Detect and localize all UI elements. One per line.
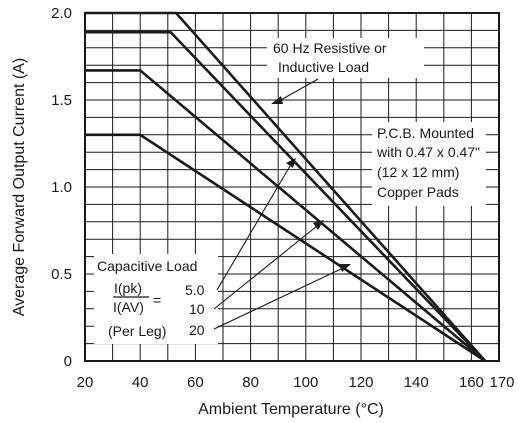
pcb-label-line3: (12 x 12 mm) bbox=[377, 164, 459, 180]
y-tick-label: 0.5 bbox=[51, 266, 72, 283]
y-axis-title: Average Forward Output Current (A) bbox=[11, 58, 28, 316]
resistive-label-line2: Inductive Load bbox=[278, 59, 369, 75]
x-tick-label: 60 bbox=[187, 374, 204, 391]
x-tick-label: 100 bbox=[293, 374, 318, 391]
per-leg-label: (Per Leg) bbox=[108, 323, 166, 339]
resistive-label-box bbox=[267, 38, 424, 78]
leader-5 bbox=[216, 165, 291, 291]
x-tick-label: 40 bbox=[132, 374, 149, 391]
x-tick-label: 170 bbox=[489, 374, 514, 391]
x-tick-label: 20 bbox=[77, 374, 94, 391]
leader-10 bbox=[213, 225, 318, 310]
leader-20 bbox=[213, 267, 344, 330]
plot-frame bbox=[84, 12, 500, 362]
y-tick-label: 0 bbox=[64, 353, 72, 370]
series-line-3 bbox=[85, 69, 487, 362]
pcb-label-line1: P.C.B. Mounted bbox=[377, 125, 474, 141]
x-tick-label: 160 bbox=[459, 374, 484, 391]
resistive-leader bbox=[278, 78, 319, 102]
ratio-denominator: I(AV) bbox=[113, 299, 144, 315]
pcb-label-line2: with 0.47 x 0.47" bbox=[376, 144, 480, 160]
ratio-value-20: 20 bbox=[189, 322, 205, 338]
pcb-label-box bbox=[372, 122, 486, 206]
series-line-4 bbox=[85, 133, 486, 363]
x-tick-label: 140 bbox=[404, 374, 429, 391]
y-tick-label: 2.0 bbox=[51, 5, 72, 22]
x-axis-title: Ambient Temperature (°C) bbox=[198, 401, 384, 418]
capacitive-label-title: Capacitive Load bbox=[97, 258, 197, 274]
arrowhead-10 bbox=[313, 220, 324, 230]
y-tick-label: 1.0 bbox=[51, 179, 72, 196]
series-line-2 bbox=[85, 30, 487, 362]
arrowhead-20 bbox=[339, 264, 351, 272]
x-tick-label: 80 bbox=[242, 374, 259, 391]
axis-ticks: 20 40 60 80 100 120 140 160 170 0 0.5 1.0 1.5 2.0 bbox=[51, 5, 514, 391]
capacitive-label-box bbox=[94, 254, 218, 344]
resistive-arrowhead bbox=[271, 96, 283, 104]
arrowhead-5 bbox=[286, 158, 296, 168]
pcb-label-line4: Copper Pads bbox=[377, 184, 459, 200]
y-tick-label: 1.5 bbox=[51, 92, 72, 109]
ratio-value-5: 5.0 bbox=[185, 282, 205, 298]
ratio-value-10: 10 bbox=[189, 301, 205, 317]
ratio-equals: = bbox=[153, 292, 161, 308]
x-tick-label: 120 bbox=[348, 374, 373, 391]
ratio-numerator: I(pk) bbox=[114, 280, 142, 296]
resistive-label-line1: 60 Hz Resistive or bbox=[273, 40, 387, 56]
